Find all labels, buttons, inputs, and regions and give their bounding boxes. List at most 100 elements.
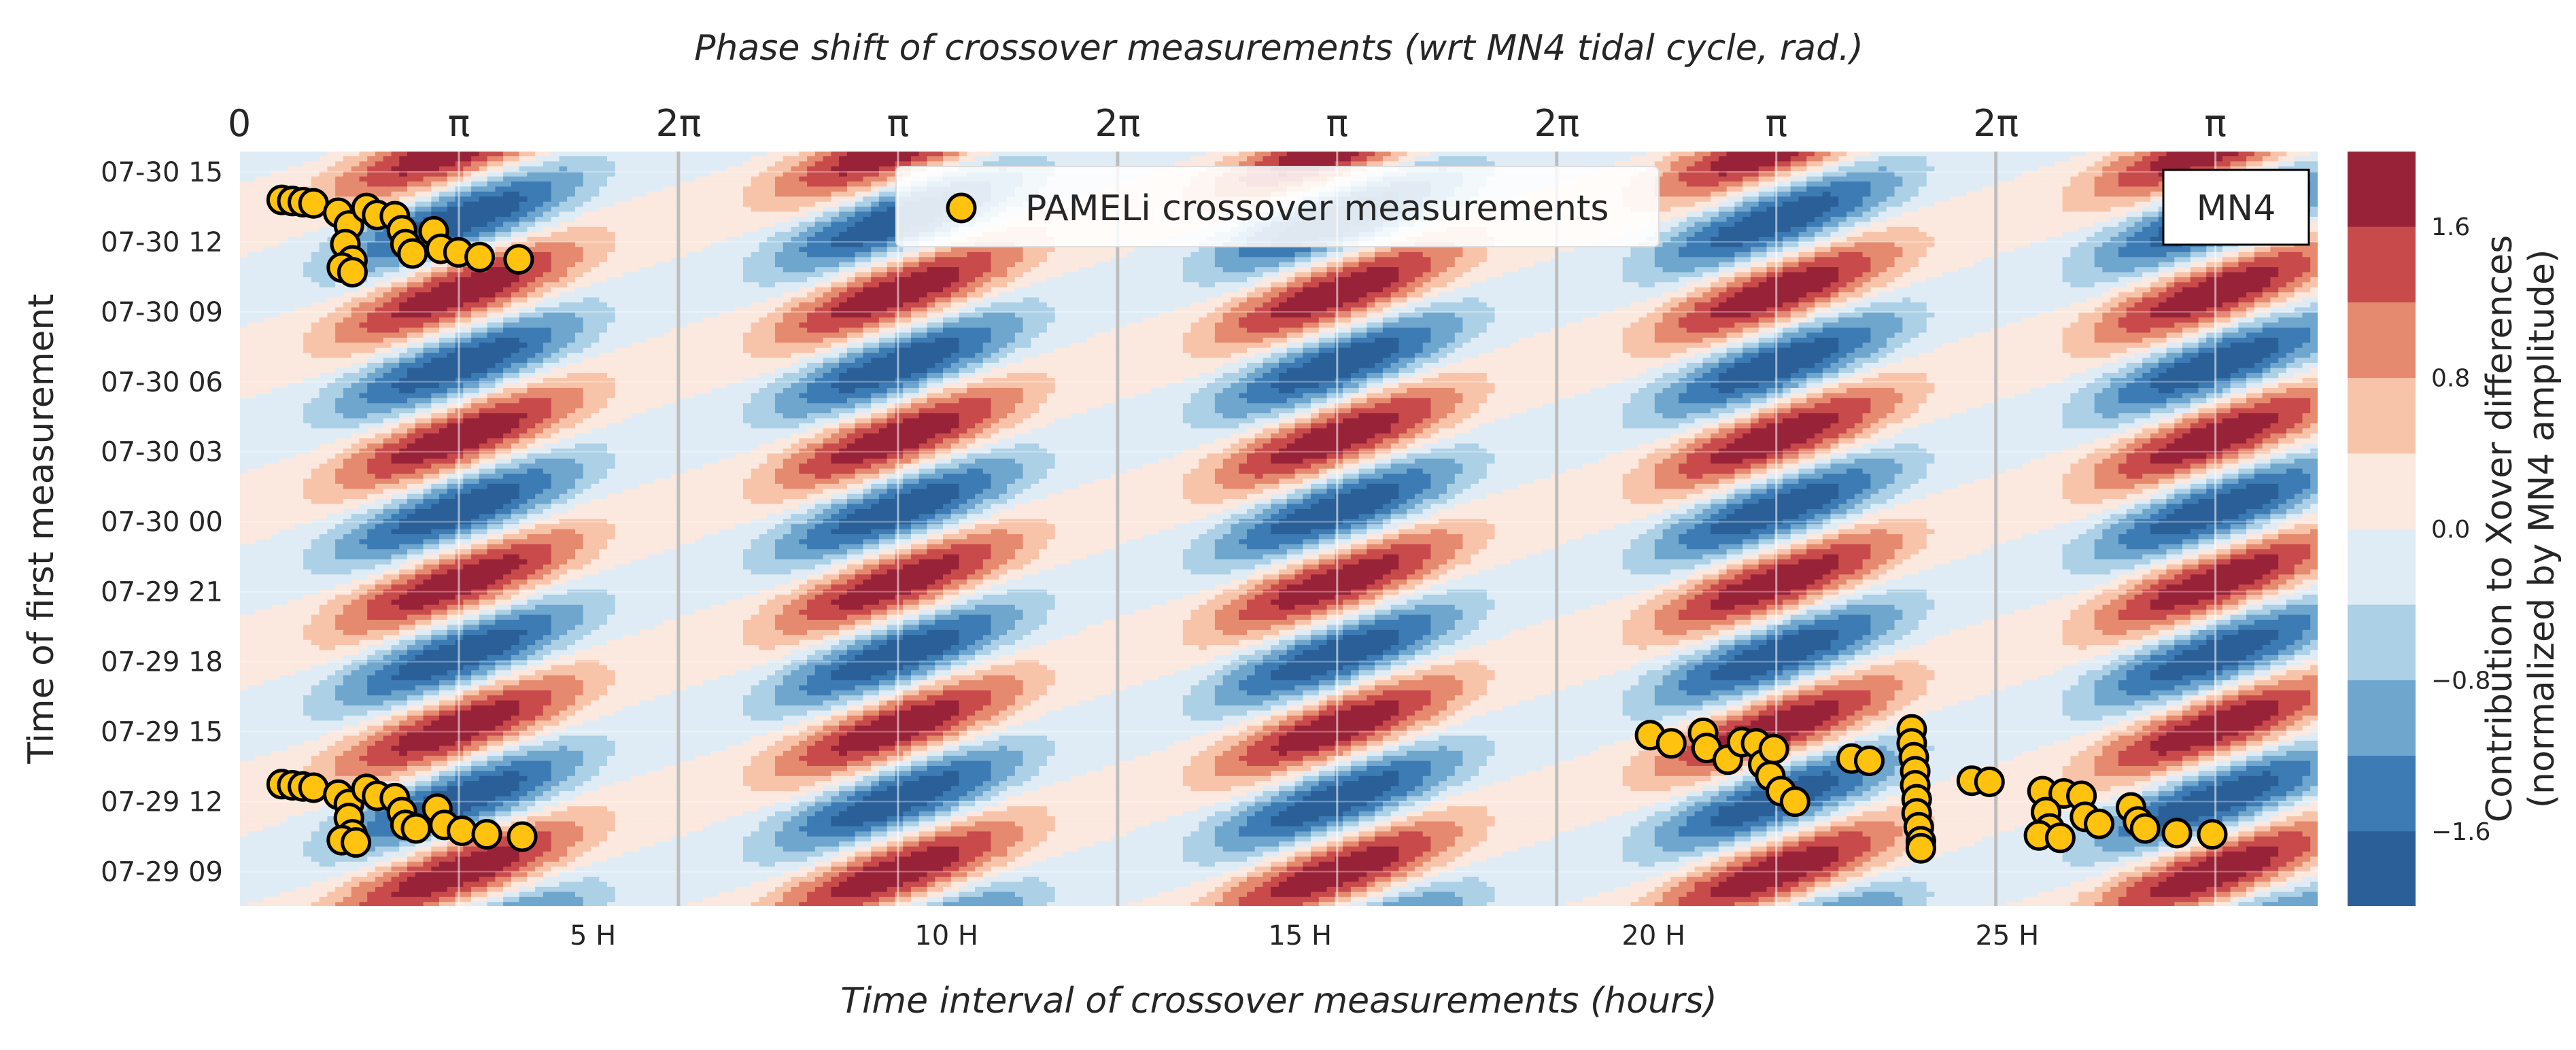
contour-cell bbox=[239, 796, 247, 801]
contour-cell bbox=[239, 614, 247, 620]
contour-cell bbox=[271, 811, 279, 816]
contour-cell bbox=[256, 635, 264, 640]
contour-cell bbox=[263, 403, 271, 408]
contour-cell bbox=[263, 393, 271, 398]
contour-cell bbox=[263, 413, 271, 419]
contour-cell bbox=[247, 438, 256, 444]
contour-cell bbox=[279, 811, 288, 816]
contour-cell bbox=[247, 368, 256, 373]
contour-cell bbox=[279, 383, 288, 388]
contour-cell bbox=[263, 826, 271, 831]
contour-cell bbox=[256, 660, 264, 665]
contour-cell bbox=[279, 856, 288, 862]
contour-cell bbox=[271, 398, 279, 403]
contour-cell bbox=[256, 368, 264, 373]
contour-cell bbox=[239, 675, 247, 680]
contour-cell bbox=[263, 720, 271, 726]
contour-cell bbox=[271, 222, 279, 227]
contour-cell bbox=[279, 740, 288, 746]
contour-cell bbox=[247, 387, 256, 393]
contour-cell bbox=[256, 176, 264, 181]
contour-cell bbox=[239, 277, 247, 282]
contour-cell bbox=[279, 760, 288, 766]
contour-cell bbox=[247, 196, 256, 202]
contour-cell bbox=[256, 579, 264, 584]
contour-cell bbox=[263, 247, 271, 252]
contour-cell bbox=[247, 156, 256, 161]
contour-cell bbox=[279, 665, 288, 670]
contour-cell bbox=[279, 478, 288, 484]
contour-cell bbox=[271, 861, 279, 867]
contour-cell bbox=[256, 710, 264, 716]
contour-cell bbox=[247, 861, 256, 867]
contour-cell bbox=[279, 640, 288, 645]
contour-cell bbox=[263, 408, 271, 413]
contour-cell bbox=[256, 201, 264, 207]
contour-cell bbox=[247, 554, 256, 559]
contour-cell bbox=[263, 710, 271, 716]
contour-cell bbox=[279, 584, 288, 590]
contour-cell bbox=[271, 524, 279, 529]
contour-cell bbox=[247, 504, 256, 509]
contour-cell bbox=[271, 317, 279, 323]
contour-cell bbox=[247, 685, 256, 690]
x-axis-title: Time interval of crossover measurements … bbox=[840, 981, 1717, 1021]
contour-cell bbox=[239, 544, 247, 549]
contour-cell bbox=[271, 685, 279, 690]
y-axis-title: Time of first measurement bbox=[21, 294, 62, 764]
contour-cell bbox=[279, 529, 288, 534]
contour-cell bbox=[239, 468, 247, 474]
contour-cell bbox=[279, 549, 288, 555]
contour-cell bbox=[263, 670, 271, 676]
contour-cell bbox=[263, 302, 271, 307]
contour-cell bbox=[256, 629, 264, 635]
contour-cell bbox=[271, 176, 279, 181]
contour-cell bbox=[279, 619, 288, 625]
contour-cell bbox=[239, 756, 247, 761]
contour-cell bbox=[256, 715, 264, 720]
contour-cell bbox=[239, 881, 247, 887]
contour-cell bbox=[247, 483, 256, 489]
contour-cell bbox=[279, 514, 288, 519]
contour-cell bbox=[263, 544, 271, 549]
contour-cell bbox=[271, 151, 279, 156]
contour-cell bbox=[239, 533, 247, 539]
contour-cell bbox=[256, 453, 264, 459]
contour-cell bbox=[271, 251, 279, 257]
contour-cell bbox=[263, 514, 271, 519]
contour-cell bbox=[256, 302, 264, 307]
contour-cell bbox=[263, 322, 271, 328]
contour-cell bbox=[279, 861, 288, 867]
contour-cell bbox=[256, 775, 264, 781]
contour-cell bbox=[263, 161, 271, 167]
contour-cell bbox=[271, 867, 279, 872]
contour-cell bbox=[271, 383, 279, 388]
contour-cell bbox=[279, 715, 288, 720]
contour-cell bbox=[247, 594, 256, 599]
contour-cell bbox=[247, 458, 256, 463]
contour-cell bbox=[247, 297, 256, 302]
contour-cell bbox=[279, 438, 288, 444]
contour-cell bbox=[256, 740, 264, 746]
contour-cell bbox=[271, 302, 279, 307]
contour-cell bbox=[271, 640, 279, 645]
contour-cell bbox=[263, 368, 271, 373]
contour-cell bbox=[279, 746, 288, 751]
contour-cell bbox=[263, 458, 271, 463]
contour-cell bbox=[279, 574, 288, 580]
contour-cell bbox=[263, 232, 271, 237]
contour-cell bbox=[271, 670, 279, 676]
contour-cell bbox=[247, 357, 256, 363]
contour-cell bbox=[247, 287, 256, 292]
contour-cell bbox=[256, 836, 264, 841]
contour-cell bbox=[239, 463, 247, 469]
contour-cell bbox=[239, 654, 247, 660]
contour-cell bbox=[247, 610, 256, 615]
contour-cell bbox=[263, 312, 271, 317]
contour-cell bbox=[256, 877, 264, 882]
contour-cell bbox=[271, 267, 279, 273]
contour-cell bbox=[279, 867, 288, 872]
plot-area bbox=[239, 151, 2319, 907]
contour-cell bbox=[279, 670, 288, 676]
contour-cell bbox=[279, 468, 288, 474]
